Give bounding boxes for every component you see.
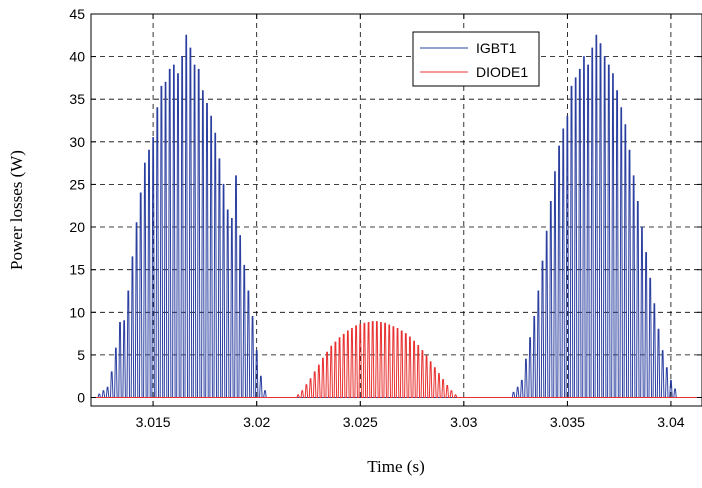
y-tick-label: 45 [69,6,85,22]
x-tick-label: 3.02 [243,414,270,430]
legend-label-igbt1: IGBT1 [476,40,517,56]
plot-frame [90,13,702,407]
y-tick-label: 10 [69,304,85,320]
y-tick-label: 30 [69,134,85,150]
x-tick-label: 3.025 [343,414,378,430]
legend: IGBT1 DIODE1 [412,31,540,87]
legend-label-diode1: DIODE1 [476,64,528,80]
y-tick-label: 5 [77,347,85,363]
series-line-diode1 [91,321,702,398]
series-layer [91,34,702,398]
y-tick-label: 0 [77,390,85,406]
legend-box [412,31,540,87]
x-tick-label: 3.03 [450,414,477,430]
y-tick-label: 35 [69,91,85,107]
y-tick-label: 25 [69,176,85,192]
y-tick-label: 40 [69,49,85,65]
y-axis-label: Power losses (W) [7,150,26,270]
y-tick-label: 20 [69,219,85,235]
x-tick-label: 3.035 [550,414,585,430]
axis-ticks: 3.015 3.02 3.025 3.03 3.035 3.04 0 5 10 15 20 25 30 3… [69,6,702,430]
series-line-igbt1 [91,34,702,398]
x-tick-label: 3.04 [657,414,684,430]
y-tick-label: 15 [69,262,85,278]
x-axis-label: Time (s) [367,457,424,476]
x-tick-label: 3.015 [136,414,171,430]
